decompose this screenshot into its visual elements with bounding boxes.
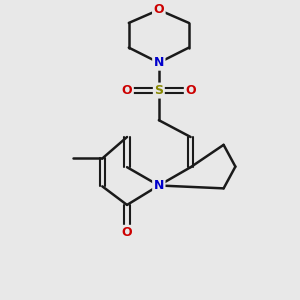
Text: O: O	[154, 3, 164, 16]
Text: S: S	[154, 84, 163, 97]
Text: N: N	[154, 179, 164, 192]
Text: O: O	[122, 226, 132, 239]
Text: O: O	[185, 84, 196, 97]
Text: O: O	[122, 84, 132, 97]
Text: N: N	[154, 56, 164, 69]
